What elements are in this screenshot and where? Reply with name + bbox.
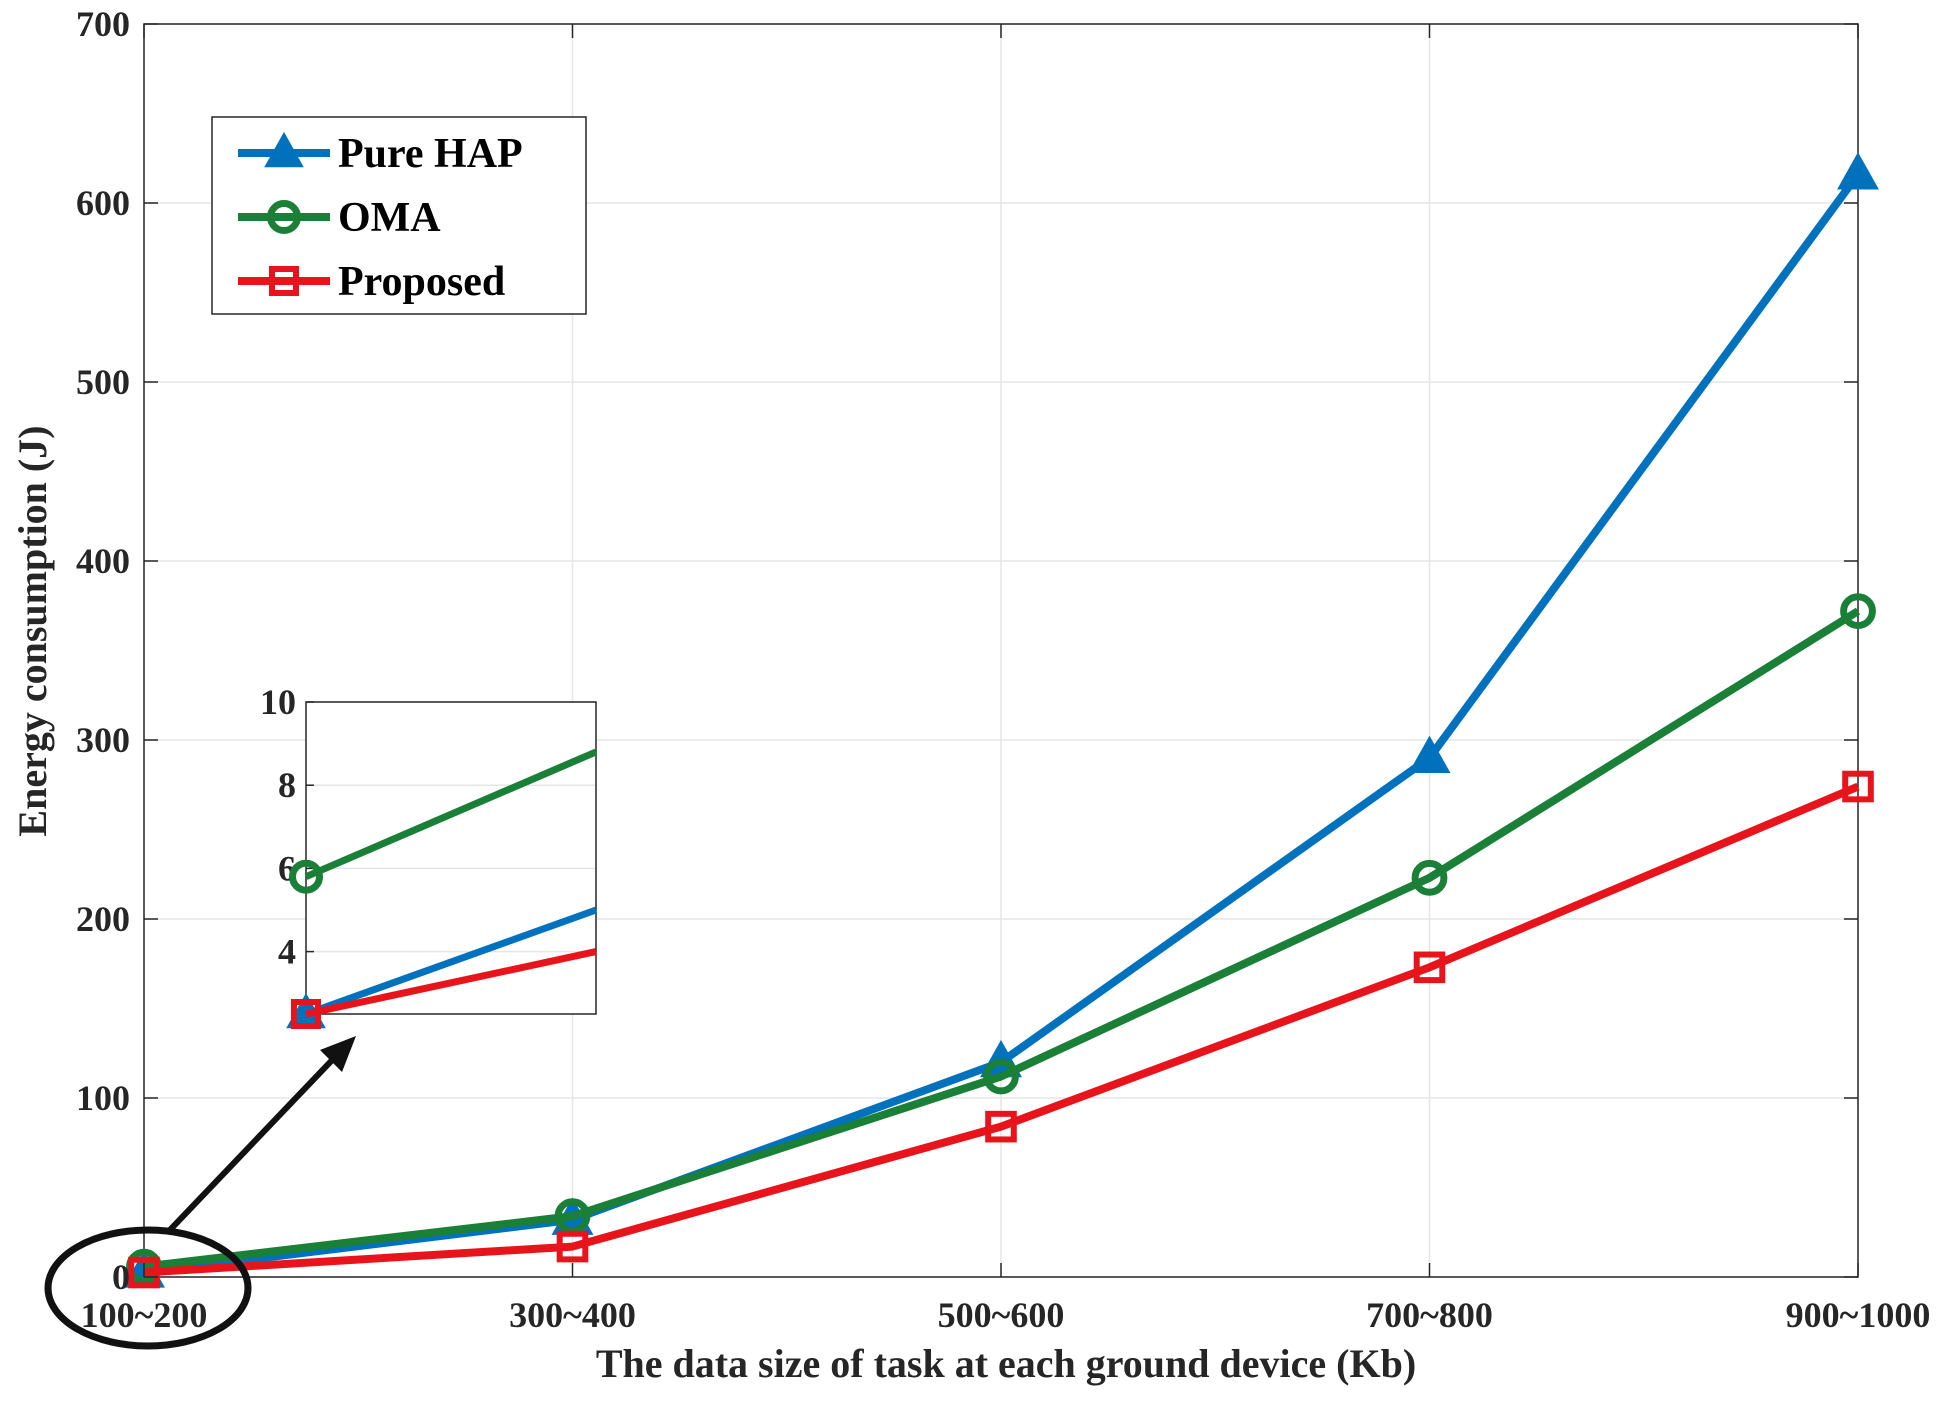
y-tick-label-200: 200 <box>76 899 130 939</box>
y-tick-label-0: 0 <box>112 1257 130 1297</box>
y-tick-label-600: 600 <box>76 183 130 223</box>
x-tick-label-300-400: 300~400 <box>509 1295 636 1335</box>
point-oma-500-600 <box>983 1058 1019 1095</box>
zoom-arrow-shaft <box>165 1053 339 1235</box>
legend-marker-pure-hap <box>264 131 304 168</box>
inset-y-tick-label-8: 8 <box>278 765 296 805</box>
point-oma-900-1000 <box>1840 593 1876 630</box>
series-line-proposed <box>143 782 1860 1277</box>
x-tick-label-500-600: 500~600 <box>938 1295 1065 1335</box>
y-tick-label-500: 500 <box>76 362 130 402</box>
x-tick-label-100-200: 100~200 <box>81 1295 208 1335</box>
zoom-ellipse <box>44 1226 252 1350</box>
point-proposed-500-600 <box>985 1110 1017 1143</box>
x-axis-title: The data size of task at each ground dev… <box>596 1341 1416 1386</box>
legend-marker-proposed <box>269 266 299 296</box>
inset-y-tick-label-10: 10 <box>260 682 296 722</box>
legend-label-proposed: Proposed <box>338 259 505 305</box>
y-tick-label-700: 700 <box>76 4 130 44</box>
point-pure-hap-700-800 <box>1408 735 1451 773</box>
point-proposed-100-200 <box>128 1256 160 1289</box>
inset-y-tick-label-4: 4 <box>278 932 296 972</box>
point-pure-hap-900-1000 <box>1837 152 1879 190</box>
x-tick-label-700-800: 700~800 <box>1366 1295 1493 1335</box>
point-proposed-300-400 <box>556 1230 589 1263</box>
y-tick-label-100: 100 <box>76 1078 130 1118</box>
y-tick-label-300: 300 <box>76 720 130 760</box>
inset-series-line-proposed <box>305 948 597 1018</box>
inset-frame <box>305 701 597 1015</box>
point-proposed-900-1000 <box>1842 770 1874 803</box>
series-line-oma <box>143 607 1861 1271</box>
y-axis-title: Energy consumption (J) <box>10 425 55 836</box>
x-tick-label-900-1000: 900~1000 <box>1786 1295 1931 1335</box>
zoom-arrow-head <box>320 1036 356 1072</box>
point-oma-700-800 <box>1411 859 1448 896</box>
legend-label-pure-hap: Pure HAP <box>338 131 523 177</box>
inset-series-line-pure-hap <box>304 906 598 1018</box>
zoom-annotation <box>44 1036 356 1350</box>
inset-point-oma <box>289 859 323 894</box>
point-proposed-700-800 <box>1413 951 1446 984</box>
point-oma-300-400 <box>554 1198 591 1235</box>
inset-series-line-oma <box>304 748 598 880</box>
y-tick-label-400: 400 <box>76 541 130 581</box>
legend: Pure HAP OMA Proposed <box>211 116 587 315</box>
inset-point-proposed <box>291 999 321 1029</box>
legend-label-oma: OMA <box>338 195 441 241</box>
legend-marker-oma <box>267 200 301 234</box>
